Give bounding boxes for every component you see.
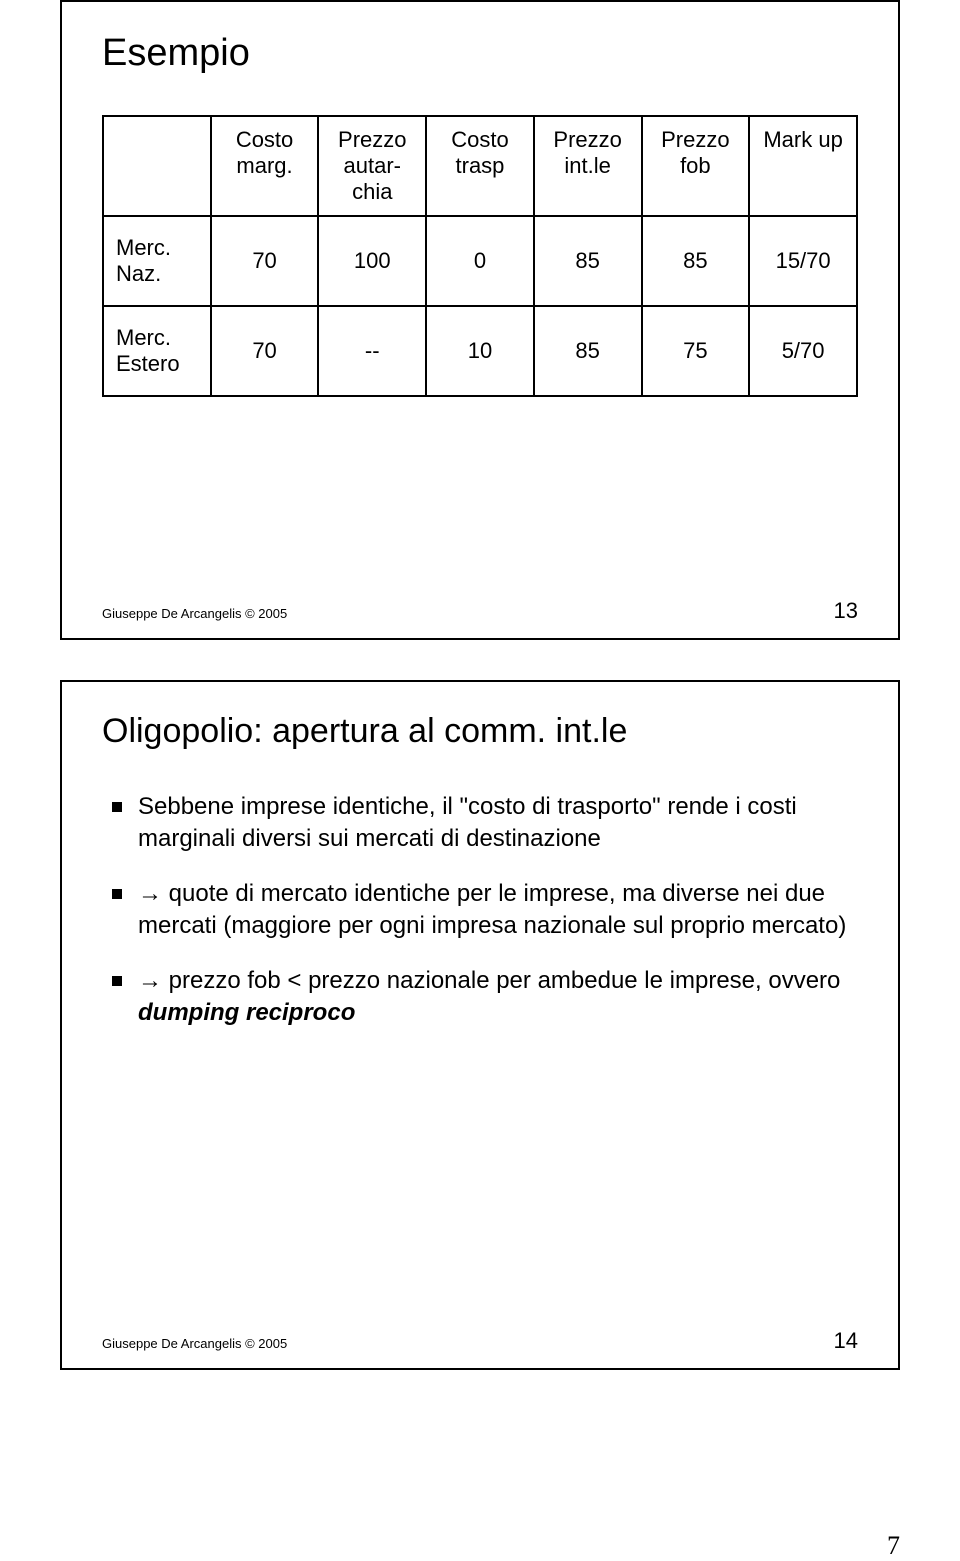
header-mark-up: Mark up	[749, 116, 857, 216]
header-prezzo-fob: Prezzo fob	[642, 116, 750, 216]
bullet-text: → prezzo fob < prezzo nazionale per ambe…	[138, 967, 840, 1026]
table-row: Merc. Estero 70 -- 10 85 75 5/70	[103, 306, 857, 396]
bullet-text: Sebbene imprese identiche, il "costo di …	[138, 793, 797, 852]
bullet-item: → prezzo fob < prezzo nazionale per ambe…	[112, 965, 858, 1030]
bullet-icon	[112, 802, 122, 812]
slide-footer: Giuseppe De Arcangelis © 2005 13	[102, 598, 858, 624]
bullet-item: Sebbene imprese identiche, il "costo di …	[112, 791, 858, 856]
cell: --	[318, 306, 426, 396]
cell: 75	[642, 306, 750, 396]
bullet-text: → quote di mercato identiche per le impr…	[138, 880, 846, 939]
cell: 5/70	[749, 306, 857, 396]
footer-slide-number: 13	[834, 598, 858, 624]
cell: 85	[642, 216, 750, 306]
header-costo-marg: Costo marg.	[211, 116, 319, 216]
row-label-estero: Merc. Estero	[103, 306, 211, 396]
slide-esempio: Esempio Costo marg. Prezzo autar-chia Co…	[60, 0, 900, 640]
slide-title: Esempio	[102, 32, 858, 75]
bullet-pre: → prezzo fob < prezzo nazionale per ambe…	[138, 967, 840, 994]
example-table: Costo marg. Prezzo autar-chia Costo tras…	[102, 115, 858, 397]
page-number: 7	[887, 1531, 900, 1561]
header-prezzo-autarchia: Prezzo autar-chia	[318, 116, 426, 216]
row-label-naz: Merc. Naz.	[103, 216, 211, 306]
header-prezzo-intle: Prezzo int.le	[534, 116, 642, 216]
footer-slide-number: 14	[834, 1328, 858, 1354]
table-header-row: Costo marg. Prezzo autar-chia Costo tras…	[103, 116, 857, 216]
header-blank	[103, 116, 211, 216]
cell: 85	[534, 306, 642, 396]
footer-author: Giuseppe De Arcangelis © 2005	[102, 1336, 287, 1351]
footer-author: Giuseppe De Arcangelis © 2005	[102, 606, 287, 621]
bullet-icon	[112, 976, 122, 986]
header-costo-trasp: Costo trasp	[426, 116, 534, 216]
cell: 10	[426, 306, 534, 396]
cell: 70	[211, 306, 319, 396]
cell: 85	[534, 216, 642, 306]
bullet-list: Sebbene imprese identiche, il "costo di …	[102, 791, 858, 1029]
cell: 0	[426, 216, 534, 306]
slide-title: Oligopolio: apertura al comm. int.le	[102, 712, 858, 751]
bullet-icon	[112, 889, 122, 899]
cell: 15/70	[749, 216, 857, 306]
cell: 70	[211, 216, 319, 306]
bullet-item: → quote di mercato identiche per le impr…	[112, 878, 858, 943]
table-row: Merc. Naz. 70 100 0 85 85 15/70	[103, 216, 857, 306]
bullet-em: dumping reciproco	[138, 999, 355, 1026]
slide-oligopolio: Oligopolio: apertura al comm. int.le Seb…	[60, 680, 900, 1370]
slide-footer: Giuseppe De Arcangelis © 2005 14	[102, 1328, 858, 1354]
cell: 100	[318, 216, 426, 306]
